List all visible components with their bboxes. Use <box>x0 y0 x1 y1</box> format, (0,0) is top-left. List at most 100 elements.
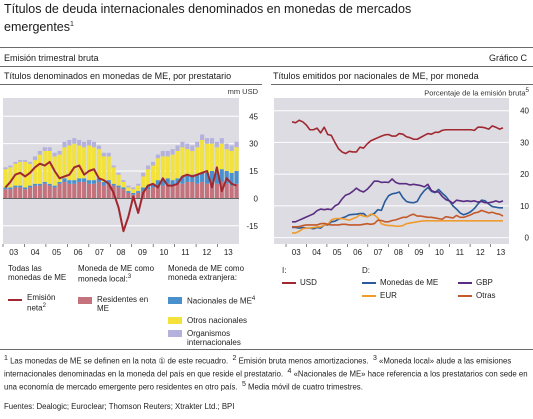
bar-nac <box>190 174 195 182</box>
right-x-tick-label: 08 <box>394 248 403 256</box>
bar-res <box>77 181 82 199</box>
bar-otr <box>72 143 77 181</box>
bar-nac <box>195 174 200 184</box>
bar-otr <box>116 174 121 186</box>
left-unit-label: mm USD <box>227 87 258 96</box>
bar-nac <box>155 180 160 186</box>
bar-nac <box>136 191 141 193</box>
bar-res <box>57 183 62 199</box>
bar-otr <box>190 150 195 175</box>
bar-org <box>170 149 175 155</box>
line-emision-neta <box>4 160 237 233</box>
bar-org <box>23 160 28 162</box>
right-unit-text: Porcentaje de la emisión bruta <box>424 88 526 98</box>
fn2-marker: 2 <box>232 355 237 362</box>
legend-col2-title-text: Moneda de ME como moneda local: <box>78 264 155 284</box>
right-unit-sup: 5 <box>525 87 529 94</box>
bar-org <box>155 154 160 159</box>
bar-otr <box>23 161 28 188</box>
footnote-2: Emisión bruta menos amortizaciones. <box>238 356 369 366</box>
page-title: Títulos de deuda internacionales denomin… <box>4 2 444 35</box>
bar-nac <box>101 181 106 186</box>
bar-org <box>145 165 151 170</box>
right-panel-title: Títulos emitidos por nacionales de ME, p… <box>273 71 479 81</box>
sources: Fuentes: Dealogic; Euroclear; Thomson Re… <box>4 402 235 411</box>
bar-res <box>136 192 141 199</box>
bar-nac <box>91 180 97 184</box>
right-plot-background <box>274 98 509 244</box>
left-panel-title: Títulos denominados en monedas de ME, po… <box>4 71 232 81</box>
bar-otr <box>185 149 190 175</box>
bar-nac <box>229 172 234 186</box>
footnote-1: Las monedas de ME se definen en la nota … <box>10 356 229 366</box>
legend-neta-swatch <box>8 299 22 301</box>
bar-otr <box>67 145 72 181</box>
left-title-rule <box>0 84 262 85</box>
bar-res <box>96 181 101 199</box>
legend-col2-title: Moneda de ME como moneda local:3 <box>78 264 158 284</box>
bar-org <box>229 145 234 151</box>
bar-res <box>37 185 42 199</box>
legend-gbp-swatch <box>458 282 472 284</box>
bar-res <box>106 183 111 199</box>
bar-nac <box>141 187 146 192</box>
bar-org <box>72 138 77 144</box>
legend-neta-label: Emisión neta2 <box>27 293 67 313</box>
bar-otr <box>229 150 234 173</box>
bar-org <box>160 150 165 157</box>
bar-org <box>175 145 180 151</box>
bar-org <box>82 141 87 148</box>
left-x-tick-label: 07 <box>95 248 104 256</box>
right-title-rule <box>271 84 533 85</box>
bar-otr <box>204 143 210 173</box>
right-x-tick-label: 13 <box>496 248 505 256</box>
bar-nac <box>180 176 185 184</box>
bar-otr <box>121 181 126 188</box>
bar-org <box>224 143 229 150</box>
bar-nac <box>185 174 190 182</box>
bar-res <box>195 183 200 199</box>
bar-res <box>155 185 160 199</box>
legend-mon-label: Monedas de ME <box>380 278 439 287</box>
legend-otr-label: Otros nacionales <box>187 316 248 325</box>
bar-nac <box>67 180 72 184</box>
bar-org <box>8 165 13 168</box>
sub-rule <box>0 66 533 67</box>
bar-otr <box>111 167 116 184</box>
line-otr <box>292 209 504 228</box>
bar-nac <box>126 191 131 193</box>
right-x-tick-label: 06 <box>353 248 362 256</box>
right-y-ticks: 40 30 20 10 0 <box>520 107 529 243</box>
bar-nac <box>37 183 42 186</box>
bar-org <box>180 141 185 148</box>
legend-nac-swatch <box>168 297 182 304</box>
bar-org <box>209 138 215 144</box>
bar-otr <box>77 145 82 179</box>
right-x-tick-label: 09 <box>415 248 424 256</box>
bar-res <box>18 187 23 199</box>
bar-res <box>13 187 18 199</box>
bar-otr <box>224 149 229 171</box>
right-y-tick-label: 40 <box>520 107 529 116</box>
legend-mon-swatch <box>362 282 376 284</box>
bar-org <box>126 185 131 188</box>
bar-nac <box>57 181 62 184</box>
bar-nac <box>27 185 33 188</box>
bar-org <box>47 147 52 151</box>
right-y-tick-label: 0 <box>525 234 530 243</box>
bar-nac <box>106 180 111 184</box>
left-x-tick-label: 11 <box>181 248 190 256</box>
bar-org <box>18 160 23 162</box>
bar-otr <box>8 167 13 188</box>
legend-col1-title: Todas las monedas de ME <box>8 264 67 282</box>
left-y-tick-label: -15 <box>246 222 258 231</box>
bar-otr <box>170 154 175 181</box>
chart-label: Gráfico C <box>488 53 527 63</box>
bar-otr <box>126 187 131 192</box>
right-x-tick-label: 07 <box>374 248 383 256</box>
left-x-tick-label: 10 <box>159 248 168 256</box>
bar-otr <box>219 143 224 170</box>
bar-org <box>13 161 18 164</box>
bar-otr <box>141 176 146 188</box>
left-x-tick-label: 06 <box>74 248 83 256</box>
